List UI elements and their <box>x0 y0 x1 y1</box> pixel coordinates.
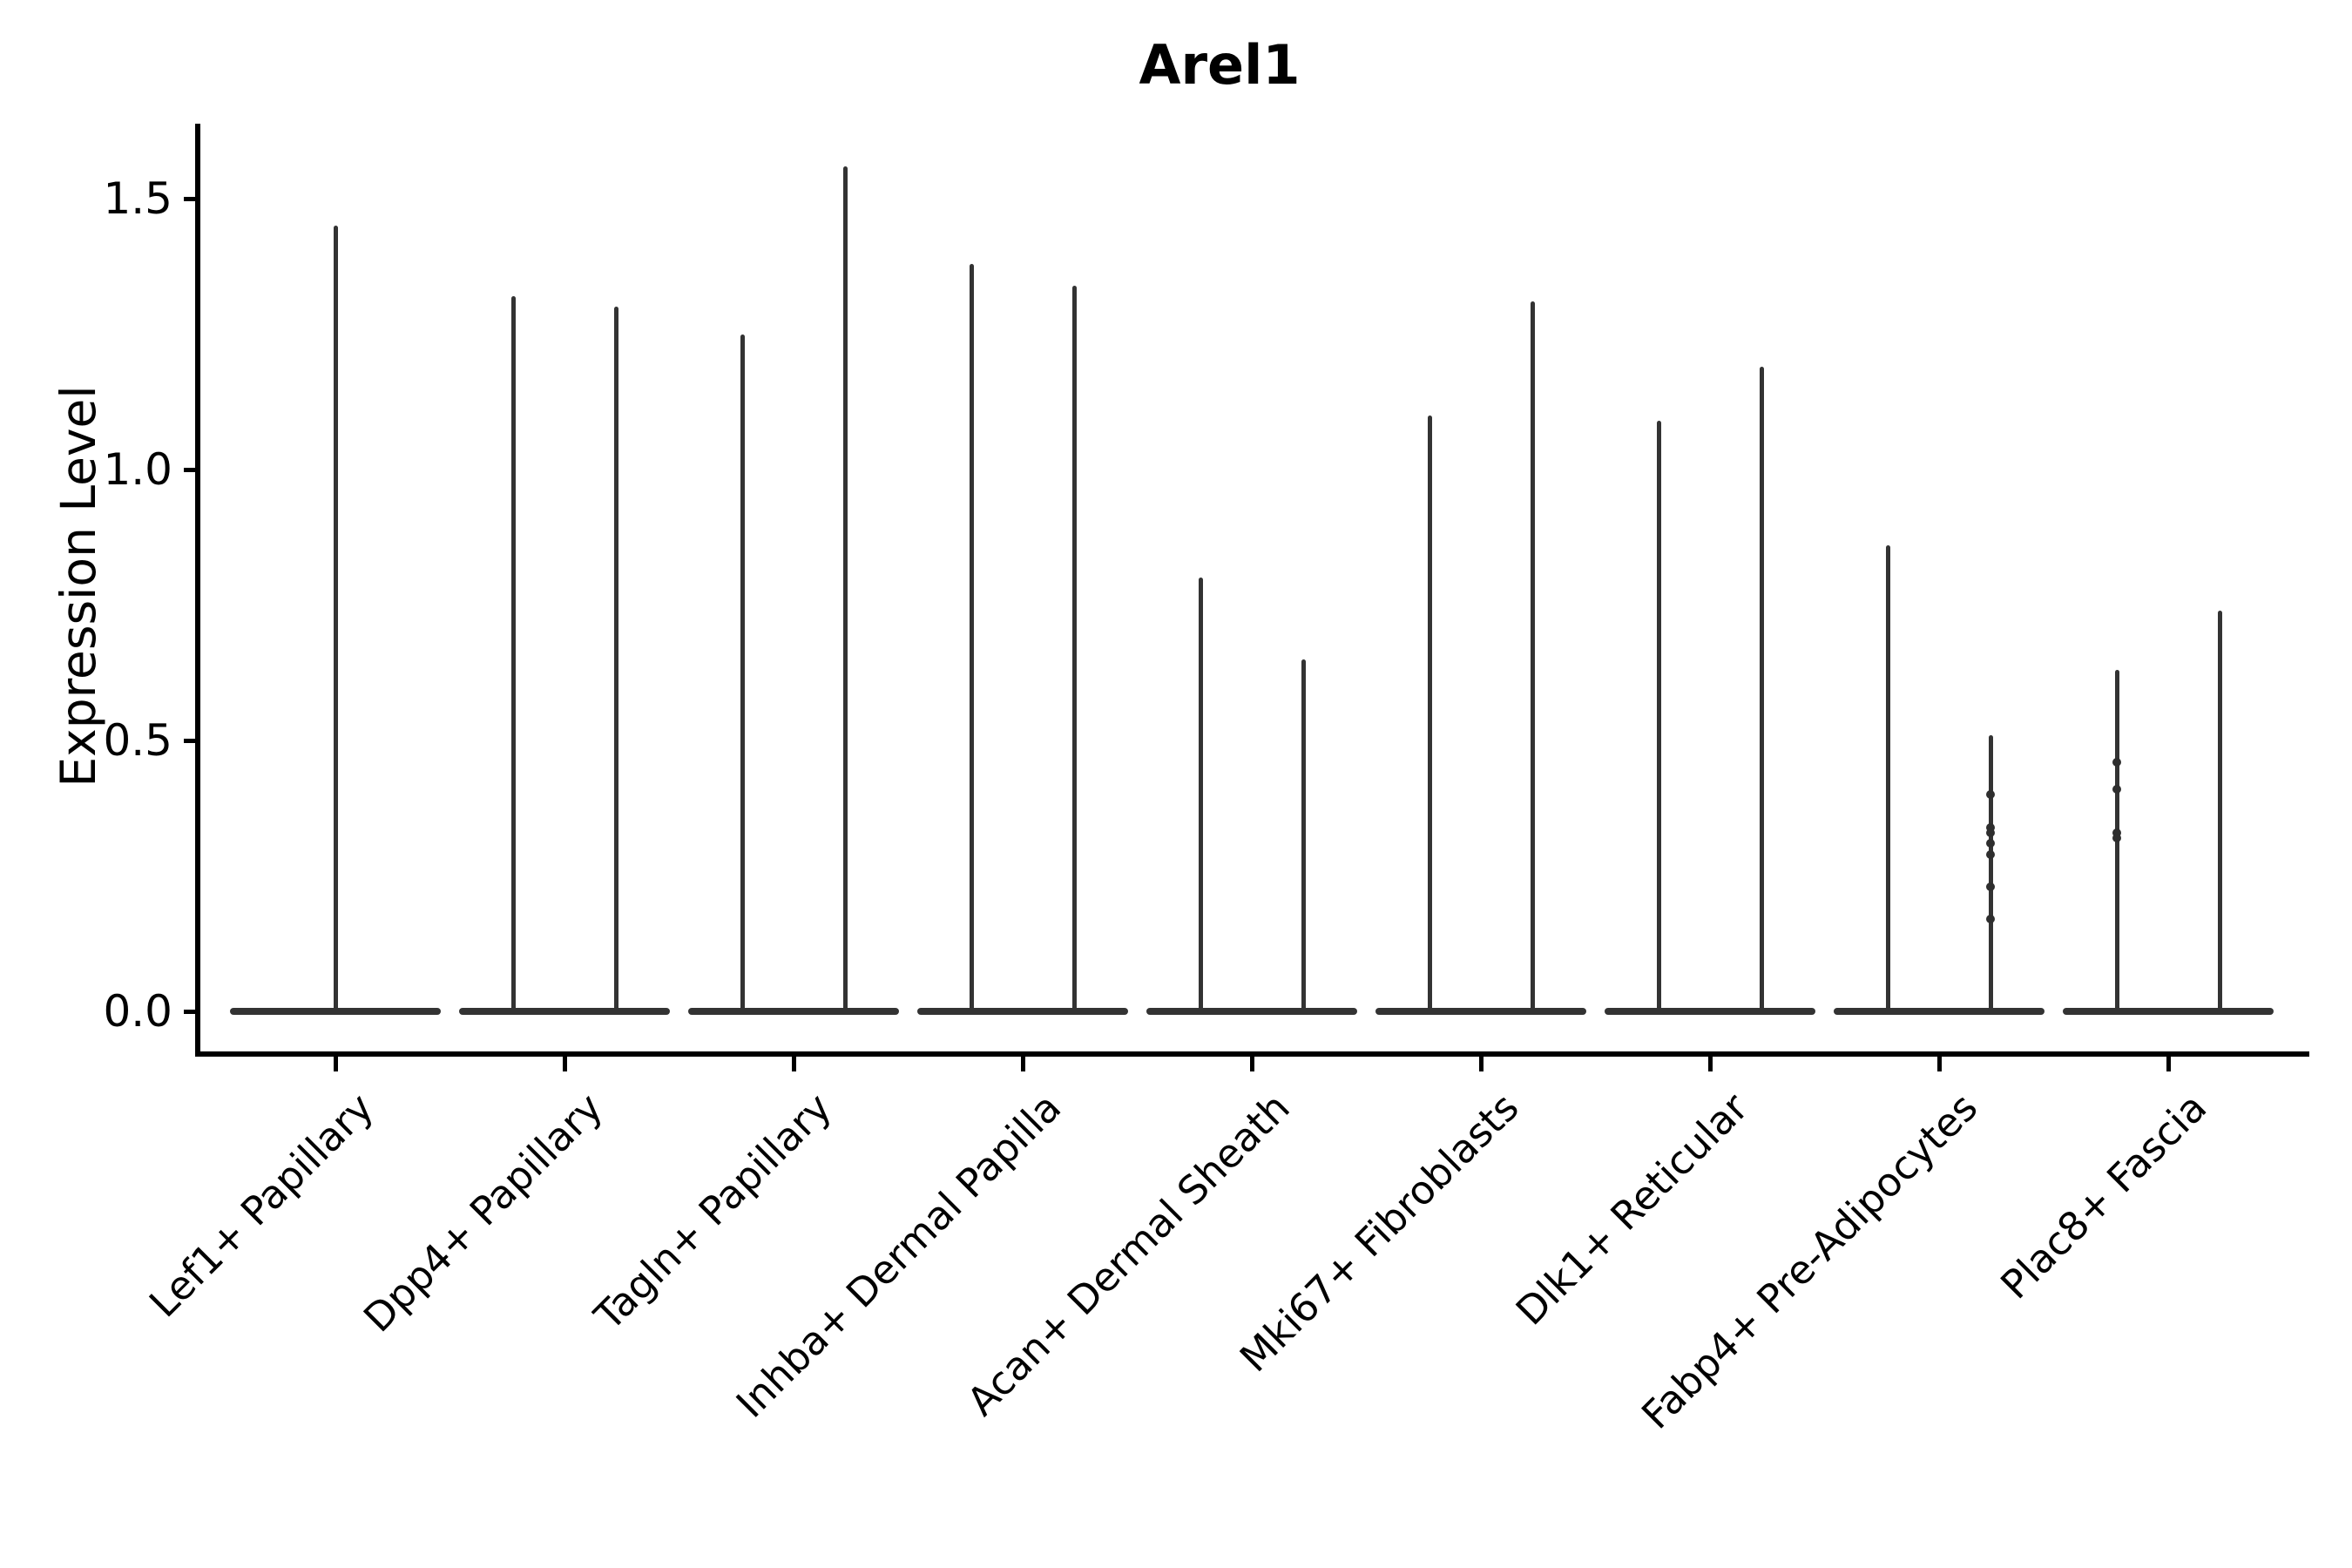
y-tick-label: 1.0 <box>103 444 172 495</box>
violin-spike <box>1656 421 1661 1014</box>
violin-body <box>688 1008 899 1015</box>
violin-spike <box>1427 415 1432 1014</box>
x-tick-label: Dlk1+ Reticular <box>1507 1084 1758 1335</box>
y-axis-spine <box>195 124 200 1057</box>
violin-spike <box>510 295 516 1014</box>
data-point-dot <box>1986 828 1995 837</box>
violin-body <box>2063 1008 2274 1015</box>
violin-spike <box>842 166 848 1014</box>
y-tick-mark <box>184 738 198 743</box>
y-tick-mark <box>184 1009 198 1014</box>
violin-spike <box>333 226 338 1014</box>
x-tick-mark <box>1020 1057 1025 1071</box>
data-point-dot <box>2112 833 2121 842</box>
y-tick-mark <box>184 196 198 201</box>
violin-spike <box>1759 366 1764 1014</box>
x-tick-mark <box>1707 1057 1713 1071</box>
violin-spike <box>2217 610 2222 1014</box>
violin-body <box>917 1008 1128 1015</box>
violin-spike <box>1885 545 1890 1014</box>
violin-body <box>1834 1008 2044 1015</box>
x-tick-mark <box>1249 1057 1254 1071</box>
x-tick-mark <box>1936 1057 1942 1071</box>
x-tick-label: Lef1+ Papillary <box>140 1084 383 1327</box>
x-tick-mark <box>333 1057 338 1071</box>
y-tick-label: 0.5 <box>103 715 172 766</box>
x-tick-mark <box>791 1057 796 1071</box>
y-tick-label: 0.0 <box>103 986 172 1037</box>
violin-spike <box>613 307 618 1014</box>
x-tick-mark <box>1478 1057 1484 1071</box>
y-tick-mark <box>184 467 198 472</box>
chart-title: Arel1 <box>1139 33 1301 97</box>
x-tick-label: Plac8+ Fascia <box>1991 1084 2216 1308</box>
violin-body <box>459 1008 670 1015</box>
violin-spike <box>969 263 974 1014</box>
data-point-dot <box>2112 784 2121 794</box>
violin-spike <box>1301 659 1306 1014</box>
x-tick-mark <box>2166 1057 2171 1071</box>
violin-spike <box>1988 734 1993 1014</box>
violin-body <box>1375 1008 1586 1015</box>
y-tick-label: 1.5 <box>103 173 172 224</box>
data-point-dot <box>1986 790 1995 800</box>
data-point-dot <box>2112 828 2121 837</box>
violin-body <box>230 1008 441 1015</box>
violin-body <box>1605 1008 1815 1015</box>
x-tick-mark <box>562 1057 567 1071</box>
data-point-dot <box>1986 882 1995 891</box>
data-point-dot <box>1986 849 1995 859</box>
data-point-dot <box>1986 915 1995 924</box>
x-tick-label: Dpp4+ Papillary <box>355 1084 612 1342</box>
violin-spike <box>1071 285 1077 1014</box>
data-point-dot <box>1986 839 1995 848</box>
violin-spike <box>740 334 745 1014</box>
x-axis-spine <box>195 1051 2309 1057</box>
violin-body <box>1146 1008 1357 1015</box>
violin-spike <box>1198 578 1203 1014</box>
x-tick-label: Tagln+ Papillary <box>585 1084 841 1340</box>
data-point-dot <box>2112 757 2121 767</box>
violin-spike <box>1530 301 1535 1014</box>
data-point-dot <box>1986 822 1995 832</box>
